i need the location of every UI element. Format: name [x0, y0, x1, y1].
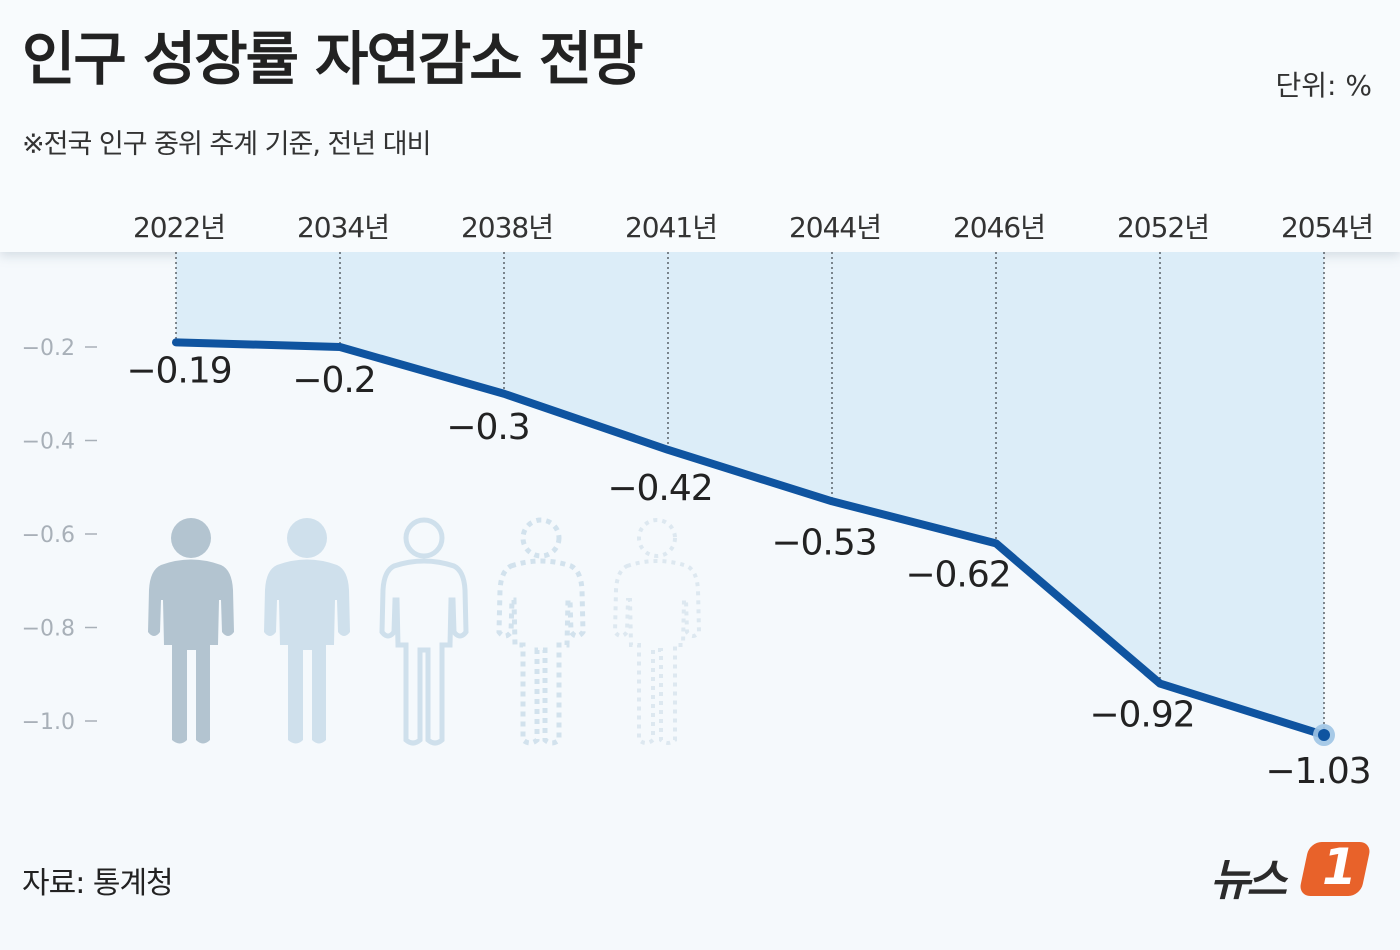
- page-title: 인구 성장률 자연감소 전망: [22, 25, 644, 93]
- x-tick-label: 2044년: [789, 211, 881, 244]
- data-label: −0.53: [771, 522, 876, 563]
- source-label: 자료: 통계청: [22, 866, 174, 901]
- person-icon-solid-light: [264, 518, 350, 744]
- person-icon-dotted-faint: [612, 518, 702, 745]
- logo-number: 1: [1322, 838, 1357, 896]
- chart-guides-layer: [175, 252, 1325, 736]
- person-icon-solid-dark: [148, 518, 234, 744]
- news1-logo[interactable]: 뉴스 1: [1210, 838, 1380, 908]
- data-label: −1.03: [1265, 751, 1370, 792]
- y-tick-label: −0.6: [22, 523, 75, 548]
- data-label: −0.62: [905, 554, 1010, 595]
- subtitle: ※전국 인구 중위 추계 기준, 전년 대비: [22, 129, 431, 160]
- x-tick-label: 2038년: [461, 211, 553, 244]
- data-line: [172, 338, 1328, 740]
- data-label: −0.92: [1089, 695, 1194, 736]
- data-label: −0.19: [126, 350, 231, 391]
- end-point-marker: [1318, 729, 1330, 742]
- y-tick-label: −0.4: [22, 430, 75, 455]
- chart-line-layer: [172, 338, 1335, 747]
- people-figures: [148, 517, 702, 746]
- x-tick-label: 2041년: [625, 211, 717, 244]
- x-tick-label: 2022년: [133, 211, 225, 244]
- y-tick-label: −0.2: [22, 336, 75, 361]
- chart-data-labels: −0.19 −0.2 −0.3 −0.42 −0.53 −0.62 −0.92 −1.03: [126, 350, 1371, 792]
- header-band: [0, 0, 1400, 252]
- data-label: −0.42: [607, 468, 712, 509]
- y-tick-label: −1.0: [22, 710, 75, 735]
- x-tick-label: 2054년: [1281, 211, 1373, 244]
- logo-text: 뉴스: [1210, 855, 1287, 906]
- chart-y-axis: −0.2 −0.4 −0.6 −0.8 −1.0: [22, 336, 97, 735]
- x-tick-label: 2034년: [297, 211, 389, 244]
- unit-label: 단위: %: [1275, 69, 1372, 102]
- x-tick-label: 2046년: [953, 211, 1045, 244]
- data-label: −0.3: [446, 407, 529, 448]
- chart-area-layer: [176, 252, 1324, 736]
- chart-x-axis: 2022년 2034년 2038년 2041년 2044년 2046년 2052년 2054년: [133, 211, 1374, 244]
- y-tick-label: −0.8: [22, 617, 75, 642]
- data-label: −0.2: [292, 360, 375, 401]
- person-icon-dotted: [496, 517, 586, 746]
- x-tick-label: 2052년: [1117, 211, 1209, 244]
- chart-area-fill: [176, 252, 1324, 736]
- person-icon-outline: [379, 517, 469, 746]
